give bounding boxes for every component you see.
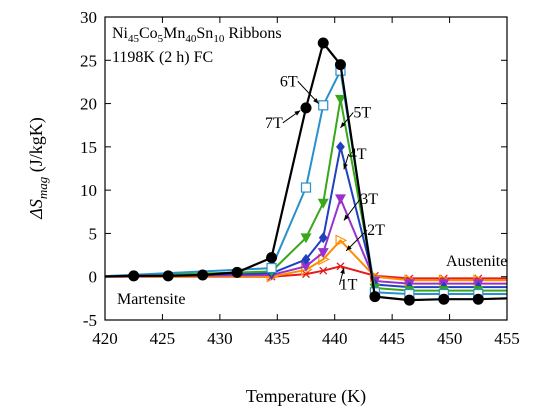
annotation-arrowhead bbox=[294, 110, 301, 116]
data-point bbox=[300, 182, 312, 193]
data-point bbox=[317, 248, 329, 258]
data-point bbox=[334, 59, 346, 71]
x-tick-label: 435 bbox=[265, 329, 291, 348]
y-tick-label: 25 bbox=[80, 51, 97, 70]
annotation-2T: 2T bbox=[367, 222, 385, 239]
phase-label-martensite: Martensite bbox=[117, 291, 185, 308]
y-tick-label: 15 bbox=[80, 138, 97, 157]
data-point bbox=[336, 262, 345, 271]
data-point bbox=[369, 291, 381, 303]
annotation-arrowhead bbox=[346, 245, 352, 251]
ylabel-subscript: mag bbox=[35, 176, 50, 199]
y-tick-label: 0 bbox=[89, 268, 98, 287]
data-point bbox=[162, 270, 174, 282]
annotation-1T: 1T bbox=[340, 277, 358, 294]
title-subscript: 10 bbox=[213, 33, 225, 45]
chart-title-line1: Ni45Co5Mn40Sn10 Ribbons bbox=[112, 25, 282, 45]
series-1T bbox=[105, 262, 507, 283]
data-point bbox=[300, 233, 312, 244]
annotation-3T: 3T bbox=[360, 191, 378, 208]
x-tick-label: 445 bbox=[379, 329, 405, 348]
x-tick-label: 420 bbox=[92, 329, 118, 348]
data-point bbox=[301, 253, 311, 265]
y-tick-label: 30 bbox=[80, 8, 97, 27]
series-4T bbox=[105, 141, 507, 293]
title-text: Mn bbox=[163, 25, 185, 42]
x-tick-label: 425 bbox=[150, 329, 176, 348]
annotation-arrowhead bbox=[340, 268, 345, 274]
data-point bbox=[334, 94, 346, 105]
data-point bbox=[334, 194, 346, 205]
ylabel-unit: (J/kgK) bbox=[26, 117, 47, 177]
x-tick-label: 430 bbox=[207, 329, 233, 348]
annotation-arrowhead bbox=[340, 122, 346, 128]
data-point bbox=[317, 37, 329, 49]
x-tick-label: 440 bbox=[322, 329, 348, 348]
data-point bbox=[335, 234, 348, 247]
x-tick-label: 455 bbox=[494, 329, 520, 348]
data-point bbox=[403, 294, 415, 306]
title-text: Sn bbox=[196, 25, 213, 42]
data-point bbox=[438, 293, 450, 305]
series-line bbox=[105, 41, 507, 302]
data-point bbox=[266, 262, 277, 274]
y-tick-label: 5 bbox=[89, 224, 98, 243]
data-point bbox=[318, 100, 329, 111]
title-text: Co bbox=[139, 25, 158, 42]
series-7T bbox=[105, 37, 507, 306]
x-axis-title: Temperature (K) bbox=[246, 386, 366, 407]
data-point bbox=[197, 269, 209, 281]
title-text: Ni bbox=[112, 25, 129, 42]
data-point bbox=[300, 102, 312, 114]
title-subscript: 40 bbox=[185, 33, 197, 45]
data-point bbox=[317, 198, 329, 209]
series-line bbox=[105, 145, 507, 289]
x-tick-label: 450 bbox=[437, 329, 463, 348]
data-point bbox=[472, 293, 484, 305]
series-line bbox=[105, 69, 507, 295]
y-axis-title: ΔSmag (J/kgK) bbox=[26, 117, 50, 219]
series-layer bbox=[105, 37, 507, 306]
data-point bbox=[128, 270, 140, 282]
y-tick-label: -5 bbox=[83, 311, 97, 330]
data-point bbox=[336, 141, 345, 153]
data-point bbox=[318, 232, 328, 244]
ylabel-main: ΔS bbox=[26, 199, 46, 220]
title-subscript: 5 bbox=[158, 33, 164, 45]
annotation-arrowhead bbox=[343, 214, 350, 221]
annotation-layer: 7T 6T 5T 4T 3T 2T 1T bbox=[265, 73, 385, 293]
title-text: Ribbons bbox=[224, 25, 281, 42]
annotation-arrowhead bbox=[343, 163, 348, 170]
data-point bbox=[319, 266, 328, 275]
data-point bbox=[231, 266, 243, 278]
series-5T bbox=[105, 94, 507, 297]
plot-frame bbox=[104, 16, 508, 321]
y-tick-label: 20 bbox=[80, 95, 97, 114]
data-point bbox=[300, 261, 312, 272]
data-point bbox=[266, 252, 278, 264]
series-line bbox=[105, 265, 507, 280]
title-subscript: 45 bbox=[128, 33, 140, 45]
annotation-7T: 7T bbox=[265, 115, 283, 132]
y-tick-label: 10 bbox=[80, 181, 97, 200]
series-line bbox=[105, 98, 507, 292]
series-6T bbox=[105, 65, 507, 300]
annotation-5T: 5T bbox=[353, 104, 371, 121]
phase-label-austenite: Austenite bbox=[446, 253, 507, 270]
annotation-4T: 4T bbox=[349, 146, 367, 163]
chart-title-line2: 1198K (2 h) FC bbox=[112, 49, 213, 66]
annotation-6T: 6T bbox=[280, 73, 298, 90]
annotation-arrowhead bbox=[313, 97, 319, 104]
series-line bbox=[105, 239, 507, 282]
